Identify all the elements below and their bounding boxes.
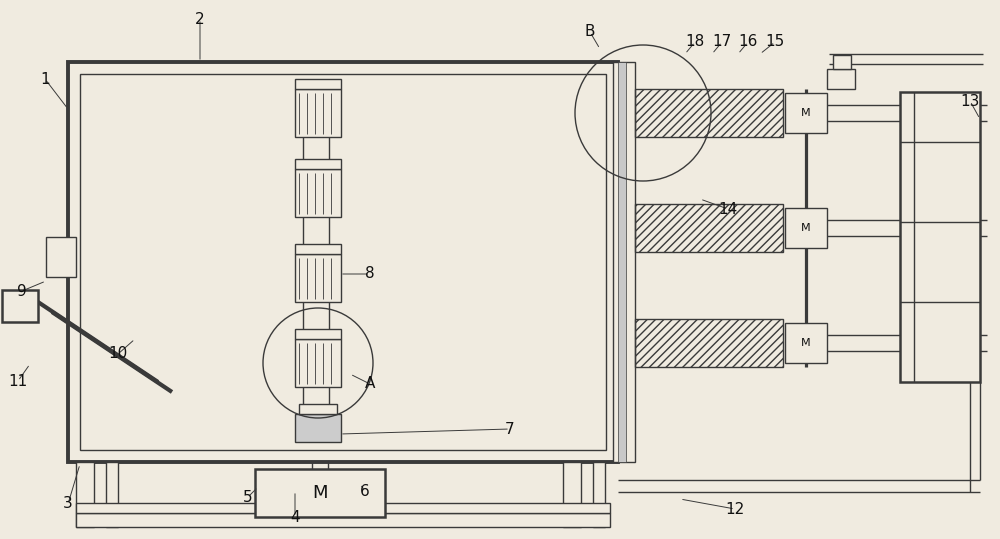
Text: 7: 7	[505, 421, 515, 437]
Text: 4: 4	[290, 509, 300, 524]
Text: 10: 10	[108, 347, 128, 362]
Text: A: A	[365, 377, 375, 391]
Bar	[295, 329, 341, 339]
Bar	[106, 462, 118, 527]
Bar	[635, 204, 783, 252]
Text: M: M	[312, 484, 328, 502]
Text: 2: 2	[195, 11, 205, 26]
Bar	[46, 237, 76, 277]
Bar	[76, 503, 610, 513]
Bar	[900, 92, 980, 382]
Text: 17: 17	[712, 34, 732, 50]
Bar	[295, 79, 341, 89]
Text: 9: 9	[17, 284, 27, 299]
Bar	[2, 290, 38, 322]
Text: B: B	[585, 24, 595, 39]
Text: 12: 12	[725, 501, 745, 516]
Bar	[785, 323, 827, 363]
Bar	[295, 159, 341, 169]
Bar	[833, 55, 851, 69]
Bar	[80, 74, 606, 450]
Bar	[785, 208, 827, 248]
Text: 16: 16	[738, 34, 758, 50]
Text: 5: 5	[243, 489, 253, 505]
Bar	[635, 89, 783, 137]
Text: 6: 6	[360, 483, 370, 499]
Bar	[295, 169, 341, 217]
Bar	[295, 339, 341, 387]
Text: 15: 15	[765, 34, 785, 50]
Bar	[563, 462, 581, 527]
Bar	[295, 89, 341, 137]
Text: 11: 11	[8, 374, 28, 389]
Text: 18: 18	[685, 34, 705, 50]
Bar	[68, 62, 618, 462]
Bar	[76, 462, 94, 527]
Bar	[635, 319, 783, 367]
Bar	[255, 469, 385, 517]
Bar	[295, 244, 341, 254]
Text: 8: 8	[365, 266, 375, 281]
Bar	[303, 117, 329, 412]
Text: 3: 3	[63, 496, 73, 512]
Text: M: M	[801, 223, 811, 233]
Bar	[295, 414, 341, 442]
Bar	[593, 462, 605, 527]
Text: M: M	[801, 338, 811, 348]
Bar	[827, 69, 855, 89]
Bar	[613, 62, 635, 462]
Bar	[295, 254, 341, 302]
Text: 1: 1	[40, 72, 50, 86]
Text: M: M	[801, 108, 811, 118]
Bar	[299, 404, 337, 414]
Bar	[618, 62, 626, 462]
Bar	[785, 93, 827, 133]
Text: 13: 13	[960, 93, 980, 108]
Bar	[76, 513, 610, 527]
Text: 14: 14	[718, 202, 738, 217]
